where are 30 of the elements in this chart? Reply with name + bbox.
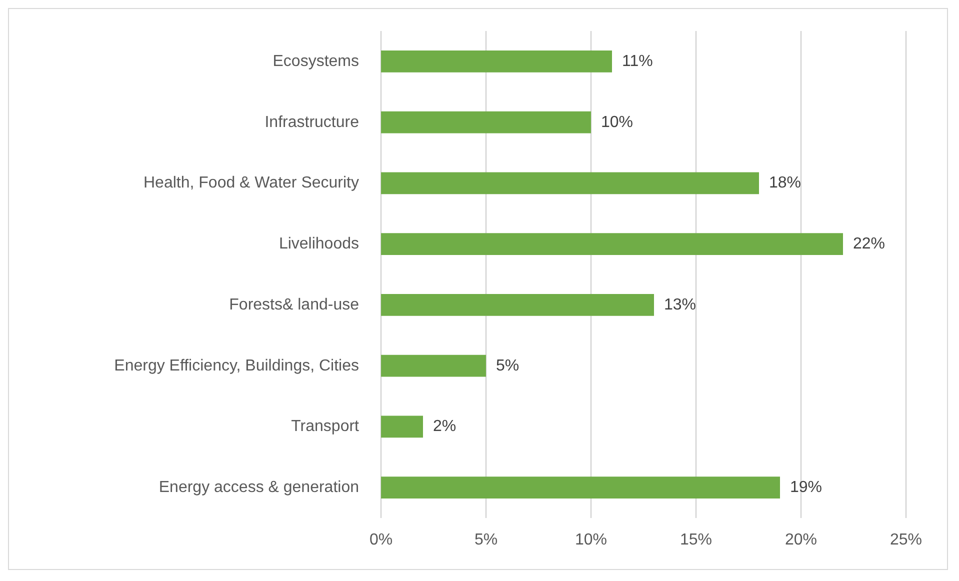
data-label: 18% [769, 174, 802, 192]
bar [381, 172, 759, 194]
data-label: 19% [790, 479, 822, 496]
y-tick-label: Energy access & generation [158, 479, 359, 496]
y-tick-label: Transport [291, 418, 360, 436]
data-label: 10% [601, 114, 634, 131]
y-tick-label: Ecosystems [272, 52, 359, 70]
bar [381, 354, 486, 377]
y-tick-label: Health, Food & Water Security [144, 174, 359, 192]
bar [381, 50, 612, 72]
y-tick-label: Forests& land-use [229, 296, 360, 314]
x-tick-label: 25% [890, 532, 922, 548]
y-tick-label: Infrastructure [264, 114, 360, 131]
x-tick-label: 15% [680, 532, 712, 548]
bar [381, 233, 843, 256]
y-tick-label: Energy Efficiency, Buildings, Cities [114, 357, 359, 374]
x-tick-label: 10% [574, 532, 608, 548]
bar [381, 111, 591, 134]
bar [381, 294, 654, 316]
data-label: 11% [622, 52, 653, 70]
x-tick-label: 20% [784, 532, 818, 548]
bar [381, 476, 780, 499]
bar [381, 416, 423, 438]
data-label: 22% [853, 236, 886, 253]
data-label: 5% [496, 357, 520, 374]
y-tick-label: Livelihoods [278, 236, 359, 253]
data-label: 13% [664, 296, 696, 314]
x-tick-label: 0% [369, 532, 393, 548]
x-tick-label: 5% [474, 532, 498, 548]
data-label: 2% [433, 418, 456, 436]
